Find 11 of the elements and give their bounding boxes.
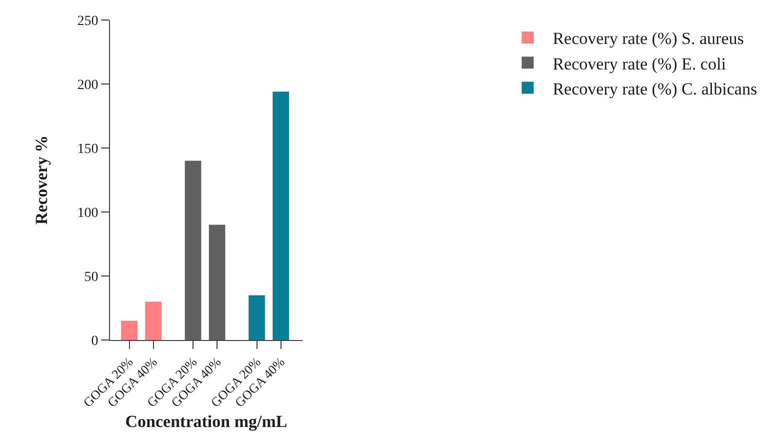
y-tick-label: 200 (77, 78, 98, 93)
y-tick-label: 0 (91, 334, 98, 349)
legend-label: Recovery rate (%) S. aureus (552, 29, 744, 48)
y-tick-label: 50 (84, 270, 98, 285)
legend-label: Recovery rate (%) E. coli (552, 54, 726, 74)
legend-label: Recovery rate (%) C. albicans (552, 79, 758, 98)
x-axis-title: Concentration mg/mL (125, 412, 288, 432)
y-tick-label: 100 (77, 206, 98, 221)
y-tick-label: 250 (77, 14, 98, 29)
y-axis-title: Recovery % (32, 135, 51, 225)
y-tick-label: 150 (77, 142, 98, 157)
